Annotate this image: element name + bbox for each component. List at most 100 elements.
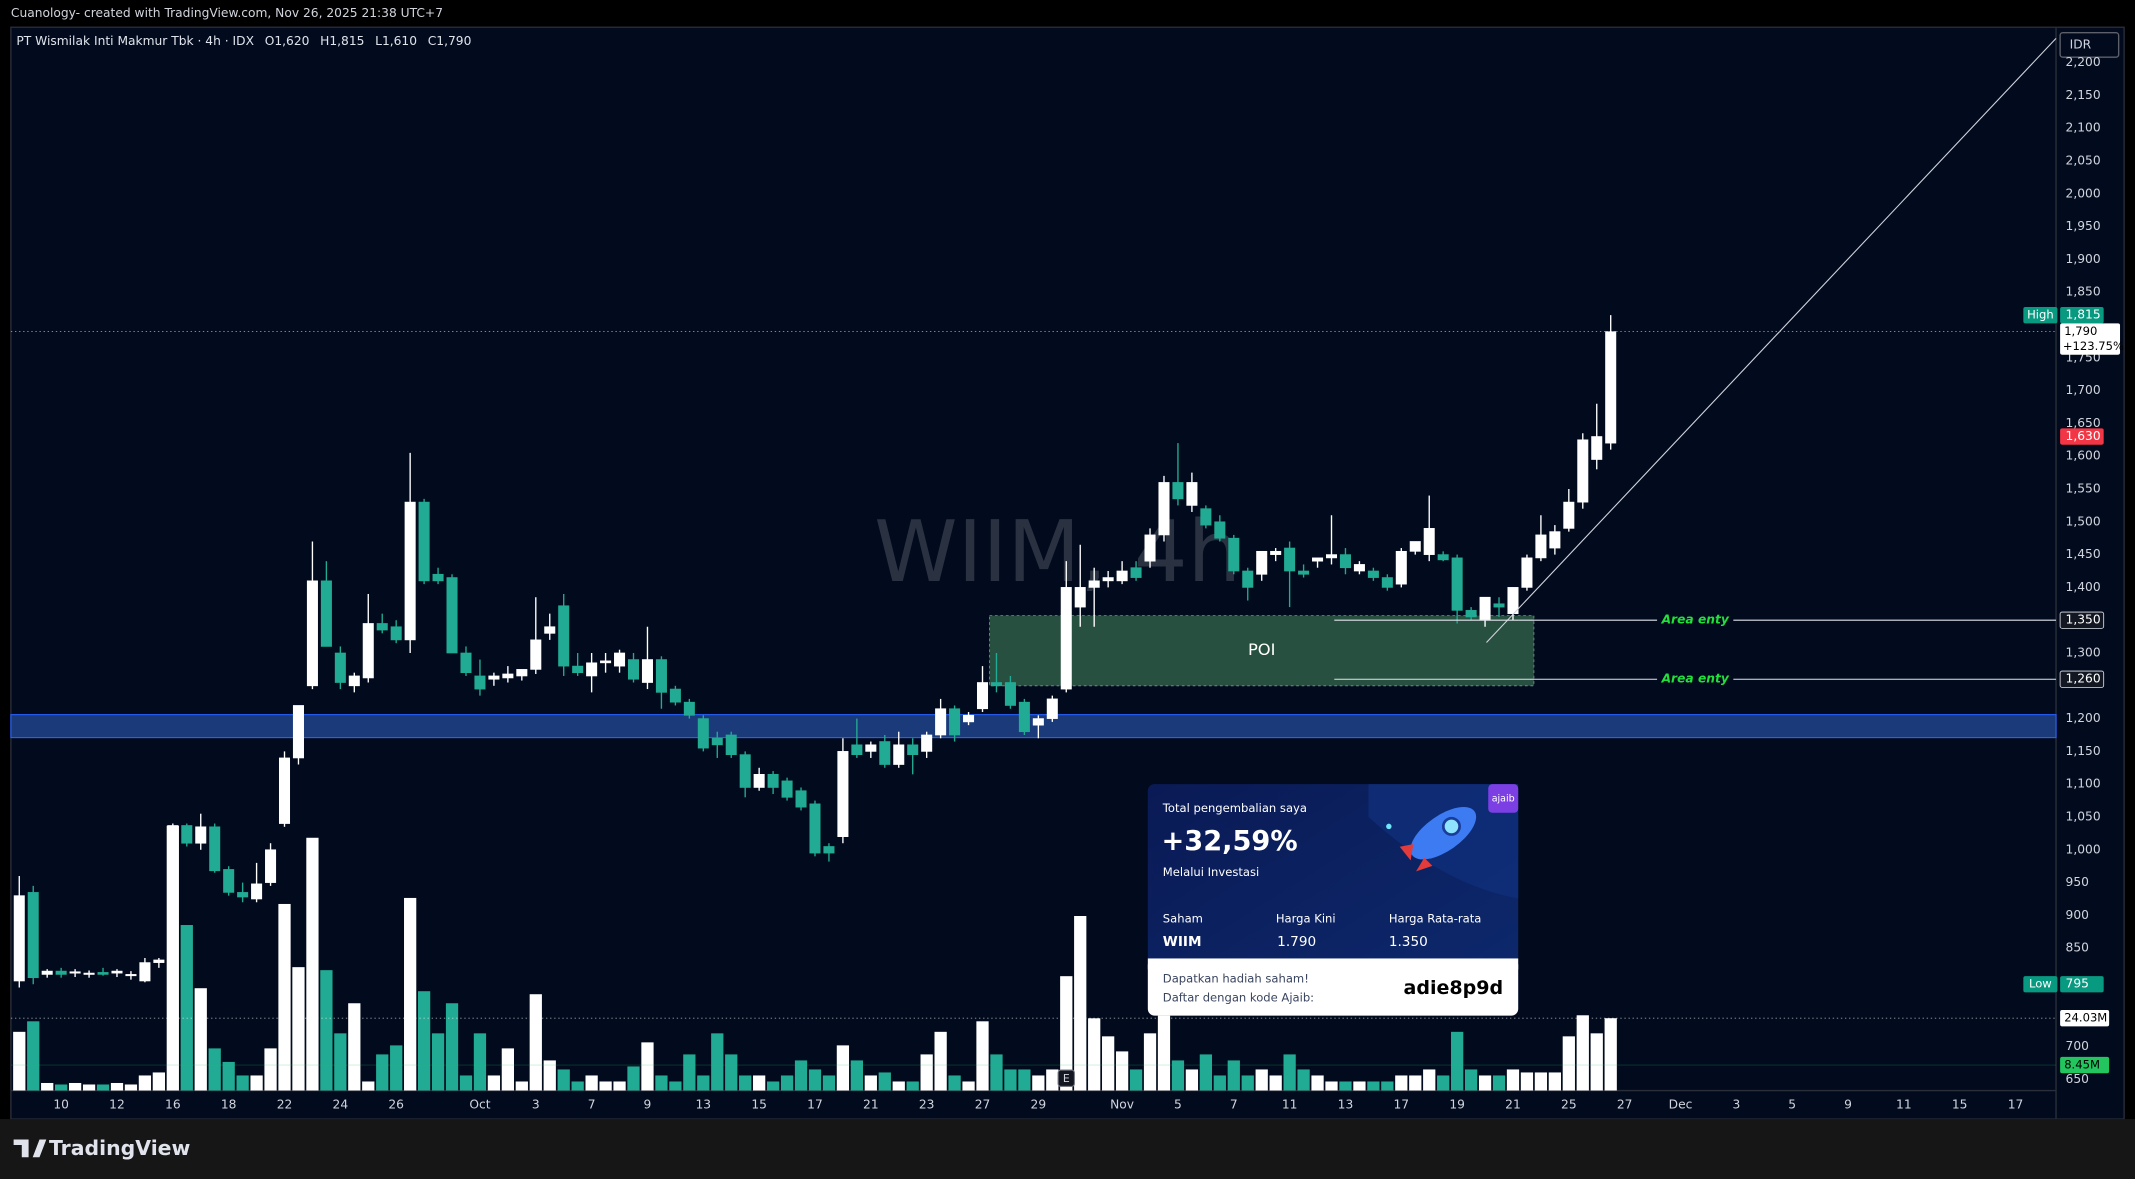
- candle-body: [432, 573, 444, 582]
- candle-body: [963, 714, 975, 723]
- x-tick-label: 9: [1844, 1097, 1852, 1111]
- volume-bar: [320, 970, 333, 1091]
- y-tick-label: 950: [2066, 875, 2089, 889]
- x-tick-label: 26: [388, 1097, 404, 1111]
- candle-body: [1465, 610, 1477, 618]
- volume-bar: [1227, 1060, 1240, 1091]
- volume-bar: [515, 1081, 528, 1091]
- volume-bar: [780, 1075, 794, 1091]
- candle-body: [516, 669, 528, 677]
- volume-bar: [334, 1033, 347, 1091]
- volume-bar: [1464, 1069, 1478, 1091]
- event-label: E: [1063, 1072, 1070, 1085]
- candle-body: [1451, 557, 1463, 611]
- volume-bar: [1325, 1081, 1338, 1091]
- candle-body: [1493, 603, 1505, 608]
- volume-bar: [1367, 1081, 1380, 1091]
- volume-bar: [794, 1060, 808, 1091]
- volume-bar: [236, 1075, 249, 1091]
- candle-body: [1018, 701, 1030, 733]
- volume-bar: [292, 967, 305, 1091]
- volume-bar: [110, 1082, 124, 1091]
- candle-body: [614, 652, 626, 667]
- candle-body: [600, 660, 612, 664]
- volume-bar: [27, 1021, 40, 1091]
- volume-bar: [1423, 1069, 1436, 1091]
- y-tick-label: 1,400: [2066, 580, 2101, 594]
- candle-body: [1186, 482, 1198, 506]
- currency[interactable]: IDR: [2070, 37, 2092, 51]
- candle-body: [390, 626, 402, 641]
- candle-body: [1214, 521, 1226, 539]
- y-tick-label: 1,900: [2066, 252, 2101, 266]
- x-tick-label: 10: [53, 1097, 69, 1111]
- rocket-window: [1441, 816, 1462, 836]
- volume-bar: [264, 1048, 277, 1091]
- candle-body: [837, 751, 849, 837]
- candle-body: [1298, 570, 1310, 575]
- volume-bar: [543, 1060, 556, 1091]
- candle-body: [1563, 501, 1575, 529]
- y-tick-label: 650: [2066, 1072, 2089, 1086]
- candle-body: [1521, 557, 1533, 588]
- y-tick-label: 2,050: [2066, 154, 2101, 168]
- volume-bar: [753, 1075, 766, 1091]
- price-tag-name: High: [2027, 308, 2054, 322]
- volume-bar: [1506, 1069, 1520, 1091]
- card-footer: [1147, 958, 1519, 1016]
- candle-body: [1284, 547, 1296, 572]
- x-tick-label: 23: [919, 1097, 935, 1111]
- volume-bar: [683, 1054, 696, 1091]
- price-tag-label: 1,790: [2064, 324, 2097, 338]
- candle-body: [907, 744, 919, 756]
- x-tick-label: 15: [1952, 1097, 1968, 1111]
- price-tag: [2060, 976, 2104, 993]
- candle-body: [641, 659, 653, 683]
- candle-body: [627, 659, 640, 680]
- volume-bar: [962, 1081, 975, 1091]
- column-head: Harga Kini: [1276, 911, 1336, 925]
- price-tag-sub: +123.75%: [2063, 339, 2124, 353]
- volume-bar: [1129, 1069, 1143, 1091]
- volume-bar: [976, 1021, 989, 1091]
- candle-body: [1479, 596, 1491, 621]
- candle-body: [460, 652, 472, 674]
- promo-cta: Dapatkan hadiah saham!: [1163, 971, 1309, 985]
- currency-button[interactable]: [2059, 31, 2120, 58]
- candle-body: [1535, 534, 1547, 559]
- price-tag-name: Low: [2029, 977, 2052, 991]
- volume-bar: [1451, 1031, 1464, 1091]
- brand: ajaib: [1492, 794, 1515, 805]
- candle-body: [1395, 550, 1407, 585]
- candle-body: [223, 869, 235, 893]
- volume-bar: [152, 1072, 165, 1091]
- footer-bar: [0, 1119, 2135, 1179]
- price-tag: [2060, 307, 2104, 324]
- candle-body: [1032, 718, 1044, 726]
- volume-bar: [1115, 1051, 1129, 1091]
- volume-bar: [404, 897, 417, 1091]
- candle-body: [502, 673, 514, 679]
- credit: Cuanology- created with TradingView.com,…: [11, 6, 443, 20]
- candle-body: [1353, 564, 1365, 572]
- candle-body: [1256, 550, 1268, 575]
- promo-card: ajaib Total pengembalian saya +32,59% Me…: [1147, 784, 1519, 1016]
- candle-body: [418, 501, 430, 582]
- volume-bar: [822, 1075, 836, 1091]
- volume-bar: [1241, 1075, 1254, 1091]
- candle-body: [1242, 570, 1254, 588]
- candle-body: [1172, 482, 1184, 500]
- x-tick-label: 21: [863, 1097, 879, 1111]
- volume-bar: [306, 837, 319, 1091]
- volume-bar: [1018, 1069, 1031, 1091]
- trendline: [1486, 38, 2057, 643]
- volume-bar: [1269, 1075, 1282, 1091]
- candle-body: [990, 682, 1002, 687]
- candle-body: [153, 959, 165, 963]
- volume-bar: [1353, 1081, 1366, 1091]
- x-tick-label: 11: [1896, 1097, 1912, 1111]
- candle-body: [572, 665, 584, 674]
- y-tick-label: 2,000: [2066, 186, 2101, 200]
- candle-body: [446, 577, 458, 654]
- volume-bar: [948, 1075, 961, 1091]
